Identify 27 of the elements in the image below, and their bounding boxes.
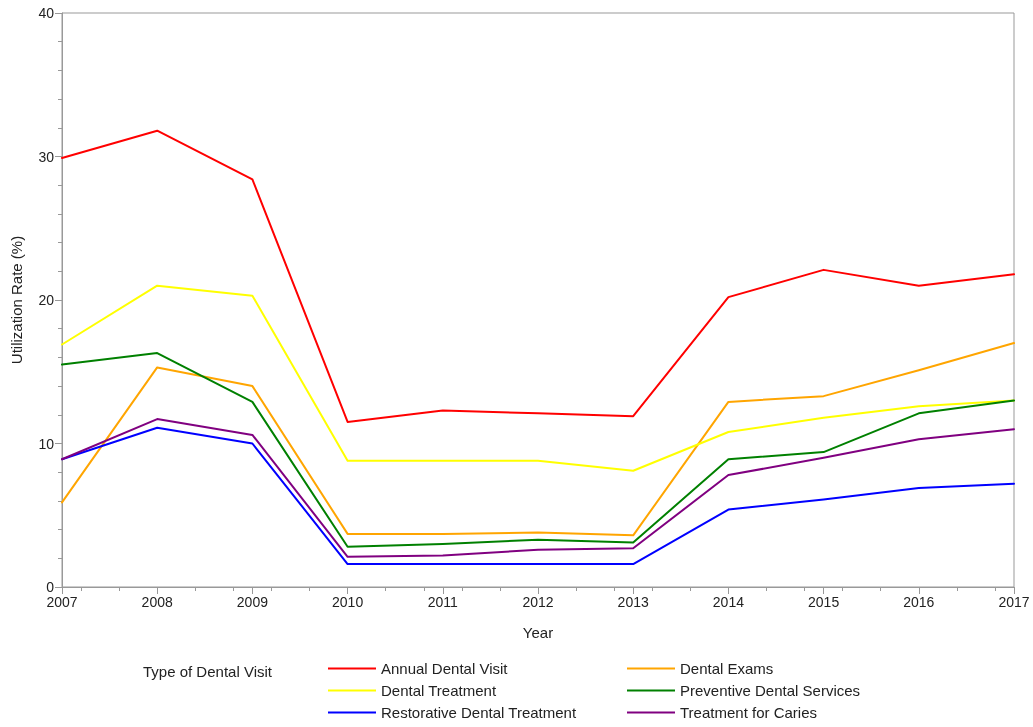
y-tick-label: 10: [38, 435, 55, 452]
legend-label: Preventive Dental Services: [680, 682, 861, 699]
y-axis-title: Utilization Rate (%): [8, 235, 25, 365]
x-tick-label: 2012: [522, 594, 554, 610]
x-tick-label: 2010: [332, 594, 364, 610]
y-tick-label: 20: [38, 292, 55, 308]
line-series: [61, 129, 1015, 423]
legend-label: Dental Exams: [680, 660, 774, 677]
y-tick-label: 30: [38, 148, 55, 165]
x-axis-title: Year: [522, 624, 554, 641]
x-tick-label: 2007: [46, 594, 78, 610]
legend-label: Dental Treatment: [381, 682, 497, 699]
x-tick-label: 2015: [808, 594, 840, 610]
x-tick-label: 2017: [998, 594, 1030, 610]
x-tick-label: 2008: [141, 594, 173, 610]
line-series: [61, 284, 1015, 472]
legend-label: Treatment for Caries: [680, 704, 817, 721]
legend-label: Restorative Dental Treatment: [381, 704, 577, 721]
y-tick-label: 0: [46, 579, 55, 595]
x-tick-label: 2014: [712, 594, 745, 610]
legend-title: Type of Dental Visit: [143, 663, 273, 680]
x-tick-label: 2011: [427, 594, 459, 610]
x-tick-label: 2013: [617, 594, 649, 610]
legend-label: Annual Dental Visit: [381, 660, 509, 677]
x-tick-label: 2016: [903, 594, 935, 610]
x-tick-label: 2009: [236, 594, 269, 610]
y-tick-label: 40: [38, 5, 55, 21]
